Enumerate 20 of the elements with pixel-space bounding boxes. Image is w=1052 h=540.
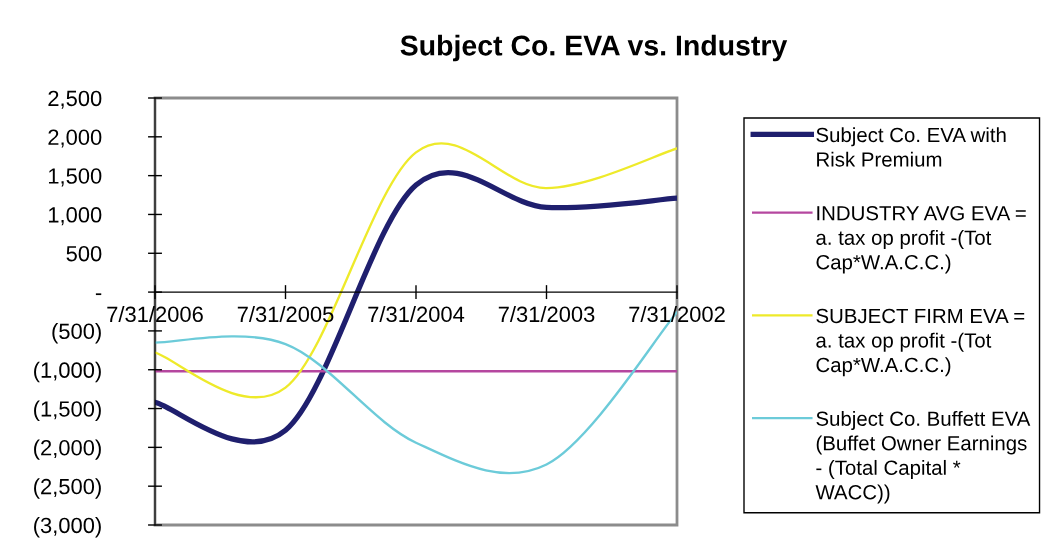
x-tick-label: 7/31/2004 — [368, 305, 465, 323]
y-tick-label: (1,500) — [34, 400, 101, 422]
y-tick-label: (3,000) — [34, 517, 101, 538]
y-tick-label: 1,000 — [48, 207, 102, 226]
y-tick-label: 2,000 — [48, 129, 102, 148]
y-tick-label: 2,500 — [48, 90, 102, 109]
chart-title: Subject Co. EVA vs. Industry — [400, 34, 788, 62]
y-tick-label: (1,000) — [34, 361, 101, 383]
legend-label: SUBJECT FIRM EVA = a. tax op profit -(Tot Cap*W.A.C.C.) — [816, 308, 1025, 377]
y-tick-label: - — [95, 293, 102, 296]
y-tick-label: 500 — [66, 245, 102, 262]
y-tick-label: (500) — [52, 322, 101, 344]
x-tick-label: 7/31/2002 — [629, 305, 725, 323]
legend-label: Subject Co. EVA with Risk Premium — [816, 127, 1006, 167]
y-tick-label: 1,500 — [48, 168, 102, 187]
x-tick-label: 7/31/2003 — [498, 305, 595, 323]
legend-label: Subject Co. Buffett EVA (Buffet Owner Earnings - (Total Capital * WACC)) — [815, 410, 1031, 504]
legend-label: INDUSTRY AVG EVA = a. tax op profit -(Tot Cap*W.A.C.C.) — [816, 205, 1026, 274]
y-tick-label: (2,000) — [34, 439, 101, 460]
y-tick-label: (2,500) — [34, 478, 101, 499]
